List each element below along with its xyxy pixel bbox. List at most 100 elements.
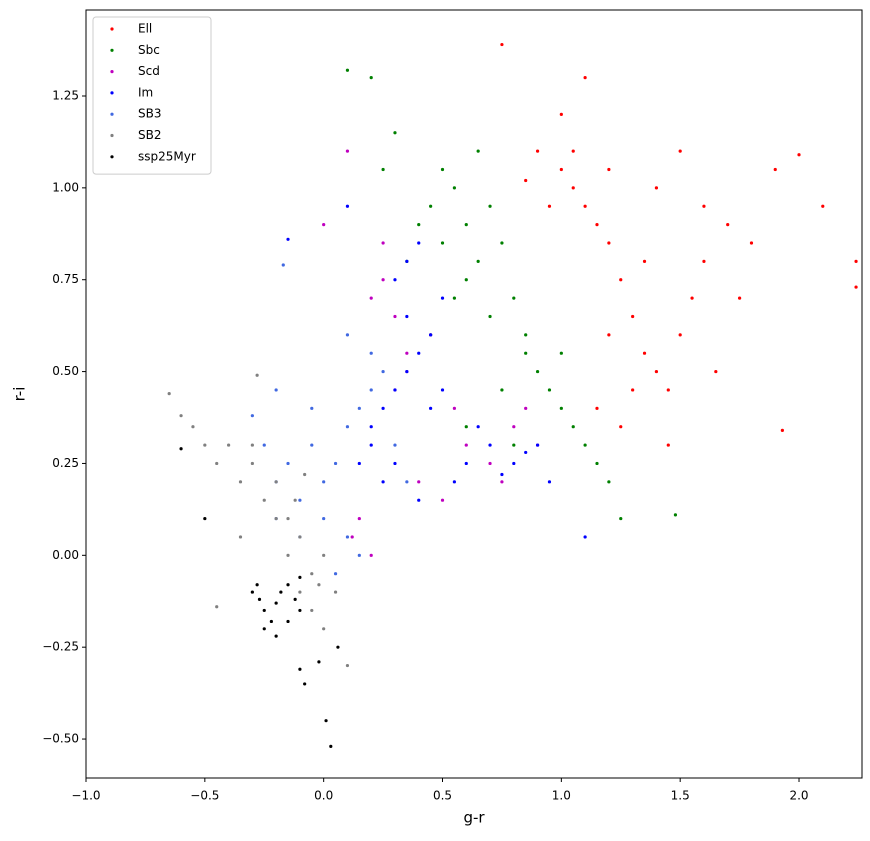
point — [476, 259, 480, 263]
point — [619, 425, 623, 429]
point — [559, 112, 563, 116]
x-tick-label: 1.0 — [552, 789, 571, 803]
point — [500, 241, 504, 245]
point — [702, 259, 706, 263]
point — [737, 296, 742, 300]
point — [250, 590, 254, 594]
point — [559, 167, 563, 172]
point — [654, 186, 659, 190]
point — [333, 590, 338, 594]
point — [322, 480, 326, 484]
point — [440, 296, 445, 300]
point — [322, 222, 326, 227]
x-tick-label: 0.0 — [314, 789, 333, 803]
point — [571, 149, 575, 153]
legend-marker — [110, 27, 114, 31]
point — [512, 443, 516, 447]
point — [452, 480, 456, 484]
point — [607, 480, 611, 484]
point — [286, 237, 290, 241]
point — [227, 443, 231, 447]
point — [179, 447, 183, 451]
point — [631, 388, 635, 392]
point — [381, 369, 385, 374]
point — [631, 314, 635, 319]
point — [595, 222, 599, 227]
point — [274, 480, 278, 484]
point — [749, 241, 754, 245]
point — [854, 285, 858, 289]
point — [324, 719, 328, 723]
point — [417, 351, 421, 355]
point — [821, 204, 825, 208]
point — [203, 443, 207, 447]
point — [405, 351, 409, 355]
point — [524, 333, 528, 337]
point — [440, 167, 445, 172]
point — [350, 535, 354, 539]
point — [215, 461, 219, 466]
point — [642, 351, 647, 355]
point — [262, 608, 266, 613]
point — [393, 278, 397, 282]
plot-frame — [85, 9, 863, 779]
point — [298, 535, 302, 539]
point — [274, 601, 278, 605]
point — [369, 76, 373, 80]
legend-marker — [110, 91, 114, 95]
point — [488, 204, 492, 208]
point — [405, 369, 409, 374]
point — [619, 278, 623, 282]
point — [269, 619, 273, 624]
point — [714, 369, 718, 374]
point — [345, 204, 350, 208]
point — [524, 351, 528, 355]
y-tick-label: −0.25 — [42, 640, 79, 654]
legend-label: Ell — [138, 22, 152, 36]
point — [405, 480, 409, 484]
x-tick-label: −1.0 — [71, 789, 100, 803]
point — [369, 443, 373, 447]
point — [464, 222, 468, 227]
point — [279, 590, 283, 594]
point — [464, 443, 468, 447]
point — [286, 553, 290, 557]
point — [322, 516, 326, 521]
point — [393, 461, 397, 466]
point — [429, 333, 433, 337]
point — [329, 744, 333, 748]
point — [310, 572, 314, 576]
point — [345, 425, 350, 429]
point — [238, 535, 243, 539]
point — [286, 461, 290, 466]
point — [298, 590, 302, 594]
point — [369, 296, 373, 300]
point — [381, 406, 385, 410]
point — [310, 443, 314, 447]
point — [619, 516, 623, 521]
x-tick-label: −0.5 — [190, 789, 219, 803]
legend-marker — [110, 155, 114, 159]
point — [417, 480, 421, 484]
point — [464, 461, 468, 466]
point — [583, 535, 587, 539]
point — [274, 516, 278, 521]
point — [690, 296, 694, 300]
point — [345, 68, 350, 72]
point — [405, 314, 409, 319]
point — [333, 461, 338, 466]
point — [250, 443, 254, 447]
point — [250, 461, 254, 466]
point — [500, 388, 504, 392]
point — [488, 461, 492, 466]
point — [524, 406, 528, 410]
point — [666, 388, 670, 392]
point — [559, 351, 563, 355]
point — [393, 314, 397, 319]
point — [547, 480, 552, 484]
point — [559, 406, 563, 410]
point — [262, 498, 266, 502]
point — [488, 314, 492, 319]
point — [464, 425, 468, 429]
point — [642, 259, 647, 263]
